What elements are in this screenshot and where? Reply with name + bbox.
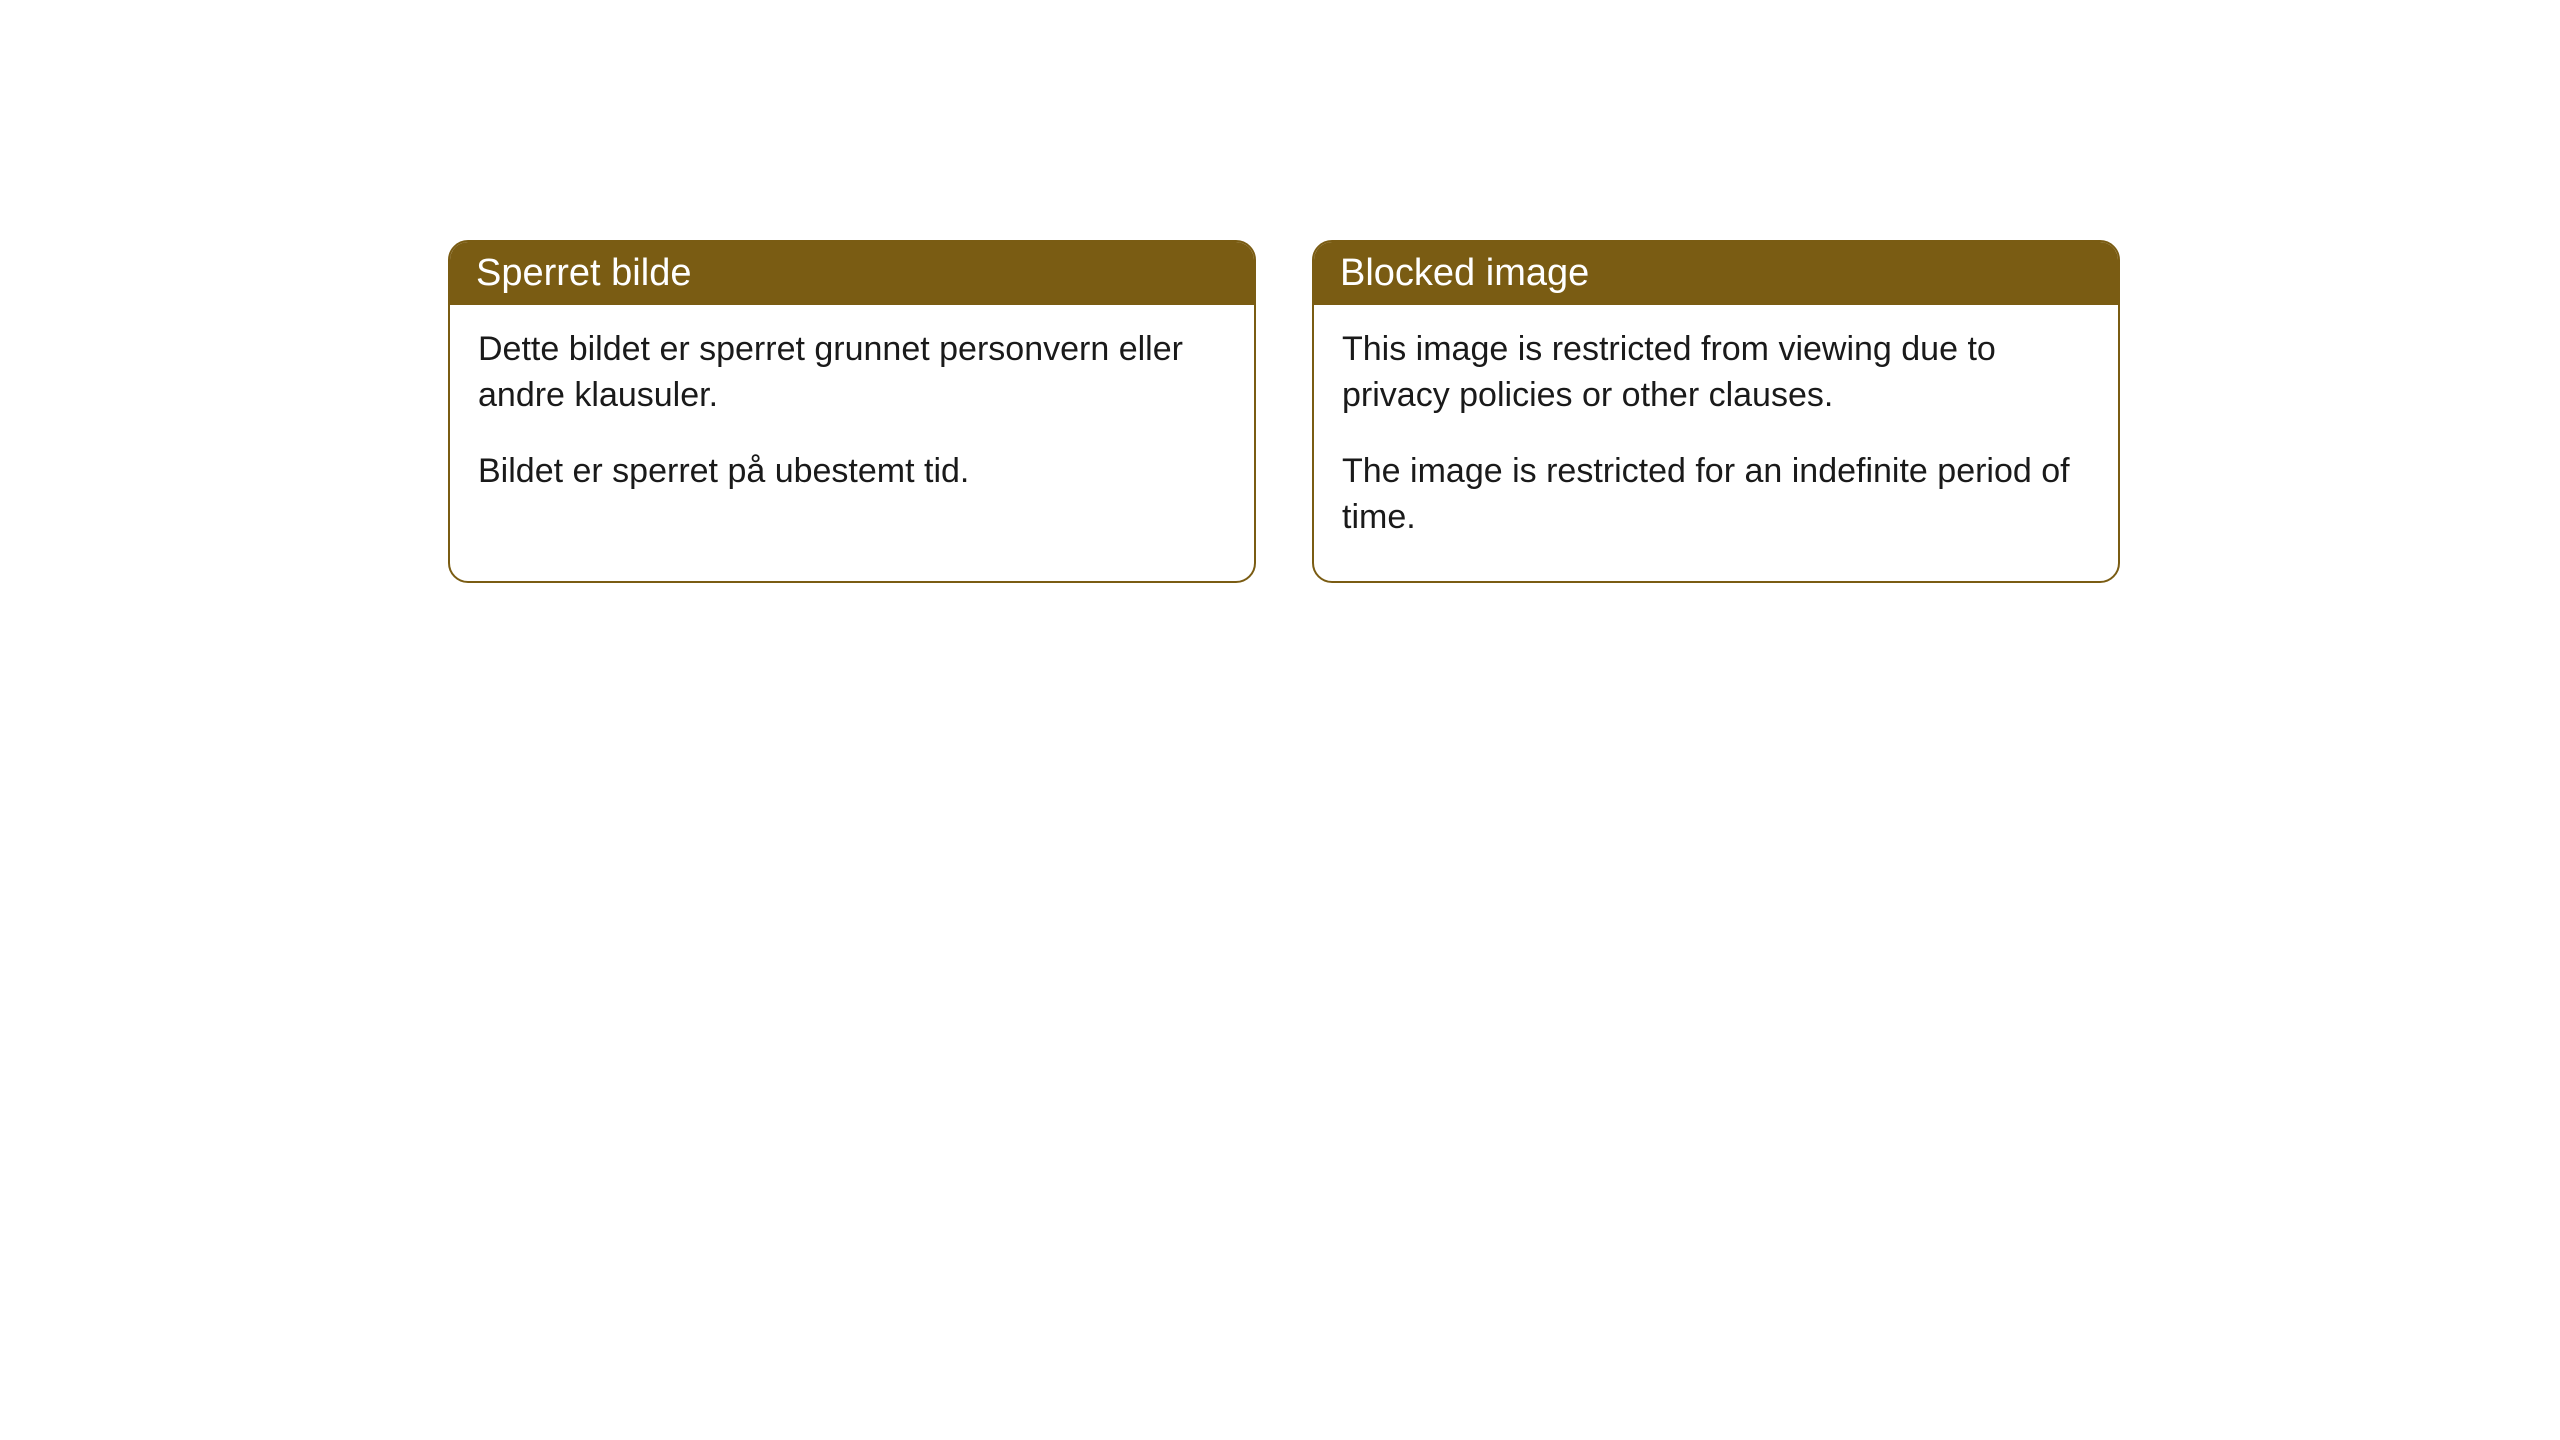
- notice-card-norwegian: Sperret bilde Dette bildet er sperret gr…: [448, 240, 1256, 583]
- card-paragraph: Bildet er sperret på ubestemt tid.: [478, 449, 1226, 495]
- card-body: Dette bildet er sperret grunnet personve…: [450, 305, 1254, 535]
- card-paragraph: The image is restricted for an indefinit…: [1342, 449, 2090, 541]
- card-paragraph: Dette bildet er sperret grunnet personve…: [478, 327, 1226, 419]
- notice-cards-container: Sperret bilde Dette bildet er sperret gr…: [448, 240, 2120, 583]
- card-header: Blocked image: [1314, 242, 2118, 305]
- card-title: Blocked image: [1340, 252, 1589, 294]
- card-header: Sperret bilde: [450, 242, 1254, 305]
- card-body: This image is restricted from viewing du…: [1314, 305, 2118, 581]
- card-paragraph: This image is restricted from viewing du…: [1342, 327, 2090, 419]
- notice-card-english: Blocked image This image is restricted f…: [1312, 240, 2120, 583]
- card-title: Sperret bilde: [476, 252, 691, 294]
